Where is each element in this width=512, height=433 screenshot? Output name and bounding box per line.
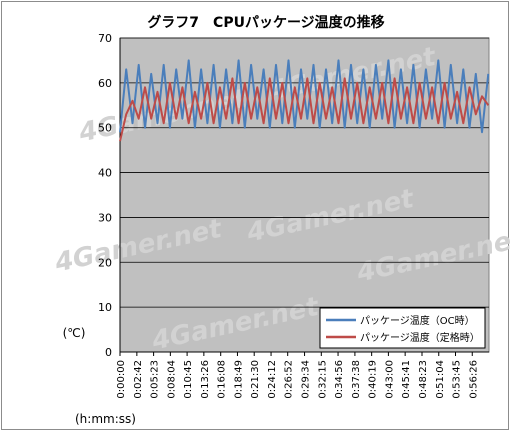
x-tick-label-14: 0:37:38 — [351, 360, 362, 399]
legend-label-oc: パッケージ温度（OC時） — [360, 314, 475, 327]
x-tick-label-20: 0:53:45 — [452, 360, 463, 399]
x-tick-label-3: 0:08:04 — [166, 360, 177, 399]
x-tick-label-2: 0:05:23 — [150, 360, 161, 399]
y-axis-label: (℃) — [63, 326, 86, 340]
y-tick-label-0: 0 — [105, 346, 112, 359]
x-tick-label-21: 0:56:26 — [468, 360, 479, 399]
legend-box — [319, 307, 486, 349]
y-tick-label-40: 40 — [98, 167, 112, 180]
x-tick-label-10: 0:26:52 — [284, 360, 295, 399]
x-tick-label-9: 0:24:12 — [267, 360, 278, 399]
x-tick-label-8: 0:21:30 — [250, 360, 261, 399]
x-tick-label-0: 0:00:00 — [116, 360, 127, 399]
x-tick-label-6: 0:16:08 — [217, 360, 228, 399]
gridlines — [120, 37, 489, 308]
x-tick-label-7: 0:18:49 — [233, 360, 244, 399]
x-tick-label-15: 0:40:19 — [368, 360, 379, 399]
x-tick-label-4: 0:10:45 — [183, 360, 194, 399]
y-tick-label-60: 60 — [98, 77, 112, 90]
series-layer — [119, 59, 490, 142]
x-tick-label-1: 0:02:42 — [133, 360, 144, 399]
y-tick-label-70: 70 — [98, 32, 112, 45]
y-tick-label-10: 10 — [98, 301, 112, 314]
y-tick-label-30: 30 — [98, 211, 112, 224]
legend: パッケージ温度（OC時） パッケージ温度（定格時） — [319, 307, 486, 349]
x-axis-label: (h:mm:ss) — [75, 412, 136, 426]
x-axis-ticks: 0:00:00 0:02:42 0:05:23 0:08:04 0:10:45 0:13:… — [116, 352, 479, 399]
x-tick-label-5: 0:13:26 — [200, 360, 211, 399]
legend-label-rated: パッケージ温度（定格時） — [360, 331, 480, 344]
x-tick-label-17: 0:45:41 — [401, 360, 412, 399]
x-tick-label-16: 0:43:00 — [384, 360, 395, 399]
x-tick-label-18: 0:48:23 — [418, 360, 429, 399]
x-tick-label-13: 0:34:56 — [334, 360, 345, 399]
x-tick-label-12: 0:32:15 — [317, 360, 328, 399]
y-tick-label-20: 20 — [98, 256, 112, 269]
chart-title: グラフ7 CPUパッケージ温度の推移 — [147, 14, 384, 31]
x-tick-label-11: 0:29:34 — [301, 360, 312, 399]
series-line-1 — [119, 77, 490, 142]
y-tick-label-50: 50 — [98, 122, 112, 135]
x-tick-label-19: 0:51:04 — [435, 360, 446, 399]
